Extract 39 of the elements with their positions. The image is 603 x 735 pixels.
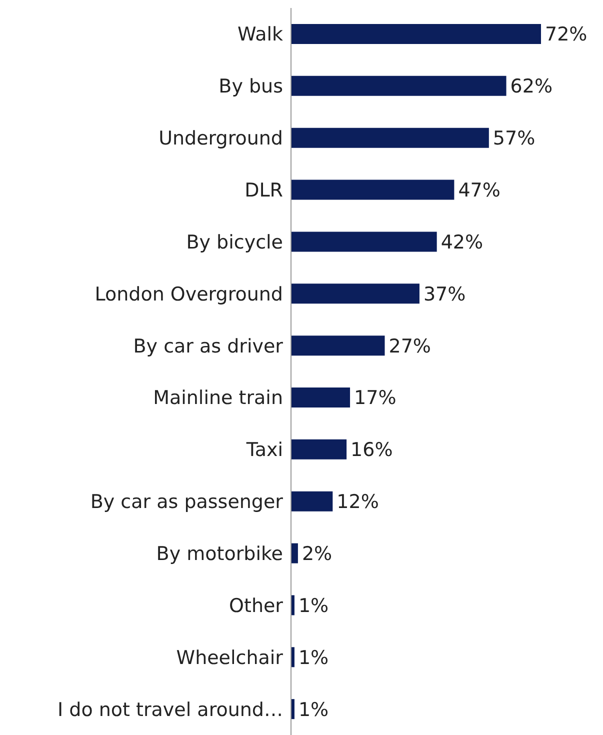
data-label: 1% — [298, 698, 329, 721]
data-label: 2% — [302, 543, 332, 566]
data-label: 42% — [440, 231, 484, 254]
bar — [291, 491, 333, 512]
data-label: 62% — [510, 76, 553, 98]
bar — [291, 388, 350, 408]
y-tick-label: By motorbike — [156, 542, 283, 565]
bar — [291, 24, 541, 44]
data-label: 17% — [354, 387, 396, 410]
bar — [291, 76, 506, 96]
y-tick-label: I do not travel around… — [58, 698, 283, 721]
data-label: 1% — [298, 646, 329, 669]
y-tick-label: By bicycle — [186, 231, 283, 254]
y-tick-label: DLR — [244, 179, 283, 202]
data-label: 16% — [350, 439, 393, 462]
bar — [291, 180, 454, 200]
y-tick-label: By bus — [218, 76, 283, 98]
data-label: 72% — [545, 24, 588, 46]
bar — [291, 439, 347, 460]
y-tick-label: By car as passenger — [90, 491, 284, 514]
data-label: 57% — [492, 128, 536, 150]
bar — [291, 232, 437, 252]
bar — [291, 284, 420, 304]
data-label: 12% — [336, 491, 379, 514]
y-tick-label: Wheelchair — [176, 646, 284, 669]
y-tick-label: London Overground — [94, 283, 283, 306]
bar — [291, 543, 298, 564]
data-label: 37% — [423, 283, 466, 306]
data-label: 27% — [388, 335, 431, 358]
y-tick-label: Mainline train — [153, 387, 283, 410]
y-tick-label: Taxi — [245, 439, 283, 462]
y-tick-label: By car as driver — [133, 335, 284, 358]
data-label: 47% — [458, 180, 500, 202]
bar — [291, 128, 489, 148]
data-label: 1% — [298, 594, 329, 617]
y-tick-label: Other — [229, 594, 284, 617]
bar — [291, 336, 385, 356]
y-tick-label: Underground — [158, 128, 283, 150]
y-tick-label: Walk — [238, 24, 283, 46]
